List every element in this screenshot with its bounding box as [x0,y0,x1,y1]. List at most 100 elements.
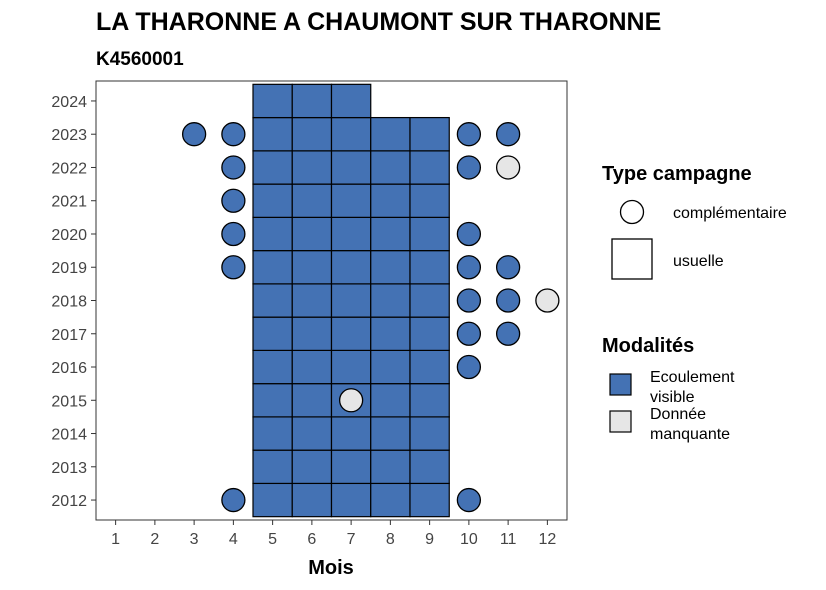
complementaire-point-2023-m10 [456,122,482,147]
y-tick-label-2018: 2018 [51,294,87,311]
y-tick-label-2022: 2022 [51,160,87,177]
usuelle-tile-2013-m9 [409,449,450,485]
usuelle-tile-2022-m6 [291,150,333,185]
usuelle-tile-2024-m7 [330,83,372,119]
legend-usuelle-label: usuelle [673,253,724,270]
usuelle-tile-2016-m7 [330,349,372,385]
usuelle-tile-2019-m9 [409,250,450,285]
usuelle-tile-2020-m6 [291,216,333,252]
y-tick-label-2020: 2020 [51,227,87,244]
usuelle-tile-2017-m9 [409,316,450,351]
usuelle-tile-2023-m8 [370,116,411,152]
usuelle-tile-2023-m5 [252,116,293,152]
y-tick-label-2021: 2021 [51,194,87,211]
usuelle-tile-2020-m9 [409,216,450,252]
usuelle-tile-2019-m5 [252,250,293,285]
complementaire-point-2019-m11 [495,255,521,280]
usuelle-tile-2019-m7 [330,250,372,285]
complementaire-point-2022-m10 [456,155,482,180]
usuelle-tile-2021-m7 [330,183,372,218]
usuelle-tile-2021-m8 [370,183,411,218]
usuelle-tile-2021-m9 [409,183,450,218]
usuelle-tile-2014-m6 [291,416,333,451]
x-tick-label-3: 3 [190,531,199,548]
x-tick-label-2: 2 [150,531,159,548]
usuelle-tile-2012-m9 [409,482,450,518]
usuelle-tile-2017-m6 [291,316,333,351]
plot-marks [181,83,560,518]
usuelle-tile-2012-m8 [370,482,411,518]
usuelle-tile-2013-m8 [370,449,411,485]
usuelle-tile-2017-m5 [252,316,293,351]
y-tick-label-2024: 2024 [51,94,87,111]
y-tick-label-2012: 2012 [51,493,87,510]
y-tick-label-2023: 2023 [51,127,87,144]
usuelle-tile-2016-m8 [370,349,411,385]
usuelle-tile-2012-m7 [330,482,372,518]
x-axis-title: Mois [308,557,354,579]
usuelle-tile-2022-m8 [370,150,411,185]
usuelle-tile-2020-m8 [370,216,411,252]
usuelle-tile-2014-m5 [252,416,293,451]
usuelle-tile-2023-m6 [291,116,333,152]
x-tick-label-10: 10 [460,531,478,548]
y-tick-label-2019: 2019 [51,260,87,277]
legend-type-title: Type campagne [602,163,752,185]
usuelle-tile-2024-m6 [291,83,333,119]
complementaire-point-2018-m12 [535,288,560,313]
usuelle-tile-2016-m6 [291,349,333,385]
usuelle-tile-2021-m6 [291,183,333,218]
x-tick-label-6: 6 [307,531,316,548]
usuelle-tile-2020-m7 [330,216,372,252]
x-tick-label-7: 7 [347,531,356,548]
usuelle-tile-2016-m9 [409,349,450,385]
legend-label-ecoulement_visible-line2: visible [650,389,695,406]
complementaire-point-2017-m11 [495,321,521,346]
usuelle-tile-2016-m5 [252,349,293,385]
complementaire-point-2021-m4 [221,188,246,213]
x-tick-label-8: 8 [386,531,395,548]
complementaire-point-2023-m4 [221,122,246,147]
axes: 1 2 3 4 5 6 7 8 9 10 11 122012201320142015201620172… [51,80,568,548]
complementaire-point-2018-m11 [495,288,521,313]
complementaire-point-2012-m4 [221,487,246,513]
usuelle-tile-2017-m8 [370,316,411,351]
usuelle-tile-2018-m7 [330,283,372,318]
usuelle-tile-2022-m9 [409,150,450,185]
chart-title: LA THARONNE A CHAUMONT SUR THARONNE [96,8,661,36]
complementaire-point-2019-m4 [221,255,246,280]
legend-label-donnee_manquante-line2: manquante [650,426,730,443]
complementaire-point-2020-m10 [456,221,482,247]
y-tick-label-2014: 2014 [51,427,87,444]
usuelle-tile-2023-m9 [409,116,450,152]
usuelle-tile-2021-m5 [252,183,293,218]
complementaire-point-2012-m10 [456,487,482,513]
y-tick-label-2013: 2013 [51,460,87,477]
usuelle-tile-2022-m7 [330,150,372,185]
usuelle-tile-2014-m8 [370,416,411,451]
usuelle-tile-2015-m6 [291,383,333,418]
legend-square-key [611,238,653,280]
usuelle-tile-2014-m9 [409,416,450,451]
legend-complementaire-label: complémentaire [673,205,787,222]
usuelle-tile-2020-m5 [252,216,293,252]
usuelle-tile-2018-m6 [291,283,333,318]
y-tick-label-2015: 2015 [51,393,87,410]
usuelle-tile-2015-m9 [409,383,450,418]
usuelle-tile-2013-m7 [330,449,372,485]
usuelle-tile-2018-m9 [409,283,450,318]
complementaire-point-2015-m7 [338,388,364,413]
y-tick-label-2016: 2016 [51,360,87,377]
legend-modalites-title: Modalités [602,335,694,357]
usuelle-tile-2022-m5 [252,150,293,185]
complementaire-point-2016-m10 [456,354,482,380]
complementaire-point-2022-m4 [221,155,246,180]
legend: Type campagne complémentaire usuelle Modali… [602,163,787,443]
usuelle-tile-2019-m8 [370,250,411,285]
complementaire-point-2018-m10 [456,288,482,313]
x-tick-label-11: 11 [500,531,517,548]
usuelle-tile-2019-m6 [291,250,333,285]
usuelle-tile-2014-m7 [330,416,372,451]
